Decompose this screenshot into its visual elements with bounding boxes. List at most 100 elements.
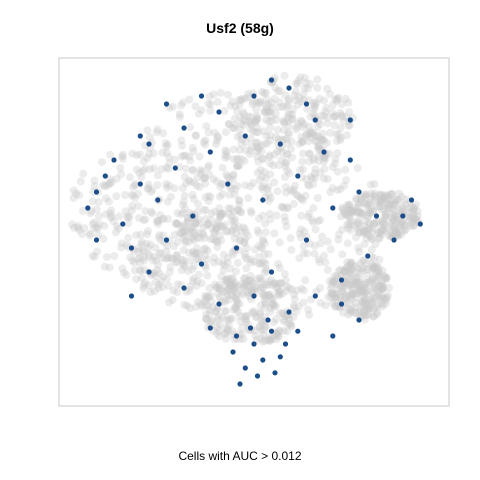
background-cell [309,154,318,163]
background-cell [272,328,281,337]
background-cell [282,282,291,291]
background-cell [100,221,109,230]
background-cell [274,161,283,170]
background-cell [90,218,99,227]
background-cell [240,94,249,103]
background-cell [261,300,270,308]
background-cell [158,283,167,292]
background-cell [260,140,269,149]
background-cell [309,109,318,118]
background-cell [220,261,229,270]
background-cell [178,227,187,236]
background-cell [282,158,291,167]
background-cell [180,262,189,271]
background-cell [318,129,327,138]
background-cell [207,209,216,218]
background-cell [259,326,268,334]
background-cell [320,153,329,162]
background-cell [357,298,366,307]
background-cell [366,201,375,209]
background-cell [401,200,410,209]
background-cell [287,322,296,331]
background-cell [365,209,374,218]
background-cell [133,254,142,263]
background-cell [126,173,134,182]
high-auc-point [225,181,231,187]
background-cell [344,310,353,319]
background-cell [283,139,292,148]
background-cell [203,271,212,280]
background-cell [116,163,125,172]
background-cell [374,300,383,309]
background-cell [370,180,379,189]
background-cell [273,147,282,156]
background-cell [316,143,324,152]
background-cell [306,127,315,136]
background-cell [266,136,275,145]
background-cell [239,108,248,117]
high-auc-point [347,157,353,163]
background-cell [368,264,377,273]
background-cell [336,185,345,194]
background-cell [227,274,236,283]
background-cell [200,140,209,149]
background-cell [228,280,237,289]
background-cell [234,205,242,214]
background-cell [292,125,301,134]
background-cell [173,280,182,289]
background-cell [241,249,250,258]
background-cell [102,182,111,191]
background-cell [297,116,306,125]
background-cell [373,263,382,272]
background-cell [75,191,84,200]
background-cell [370,263,379,272]
background-cell [283,204,292,213]
background-cell [162,247,171,256]
background-cell [265,117,274,126]
background-cell [235,146,244,154]
background-cell [223,284,232,293]
background-cell [134,247,143,256]
background-cell [248,308,257,317]
background-cell [204,128,213,137]
background-cell [346,217,355,226]
background-cell [256,243,265,252]
high-auc-point [268,269,275,275]
background-cell [341,267,350,276]
background-cell [238,290,247,299]
background-cell [259,237,268,245]
background-cell [272,211,281,220]
background-cell [261,260,270,268]
background-cell [393,214,402,223]
background-cell [344,122,353,130]
high-auc-point [207,149,213,155]
background-cell [197,106,206,115]
background-cell [187,223,195,232]
background-cell [162,183,171,192]
background-cell [192,181,201,190]
background-cell [360,221,369,230]
background-cell [354,309,363,318]
background-cell [384,201,393,210]
background-cell [188,249,197,258]
background-cell [233,282,242,291]
background-cell [367,296,376,305]
background-cell [334,230,343,239]
background-cell [371,290,380,299]
background-cell [356,286,365,295]
background-cell [188,190,197,199]
background-cell [356,303,365,312]
background-cell [231,185,240,194]
background-cell [356,307,365,315]
background-cell [353,194,362,203]
background-cell [143,126,152,135]
background-cell [345,269,354,278]
background-cell [289,301,298,310]
background-cell [285,122,294,131]
background-cell [321,258,330,267]
background-cell [225,190,234,199]
background-cell [354,243,363,252]
background-cell [361,264,370,273]
background-cell [185,286,194,295]
background-cell [358,264,367,272]
